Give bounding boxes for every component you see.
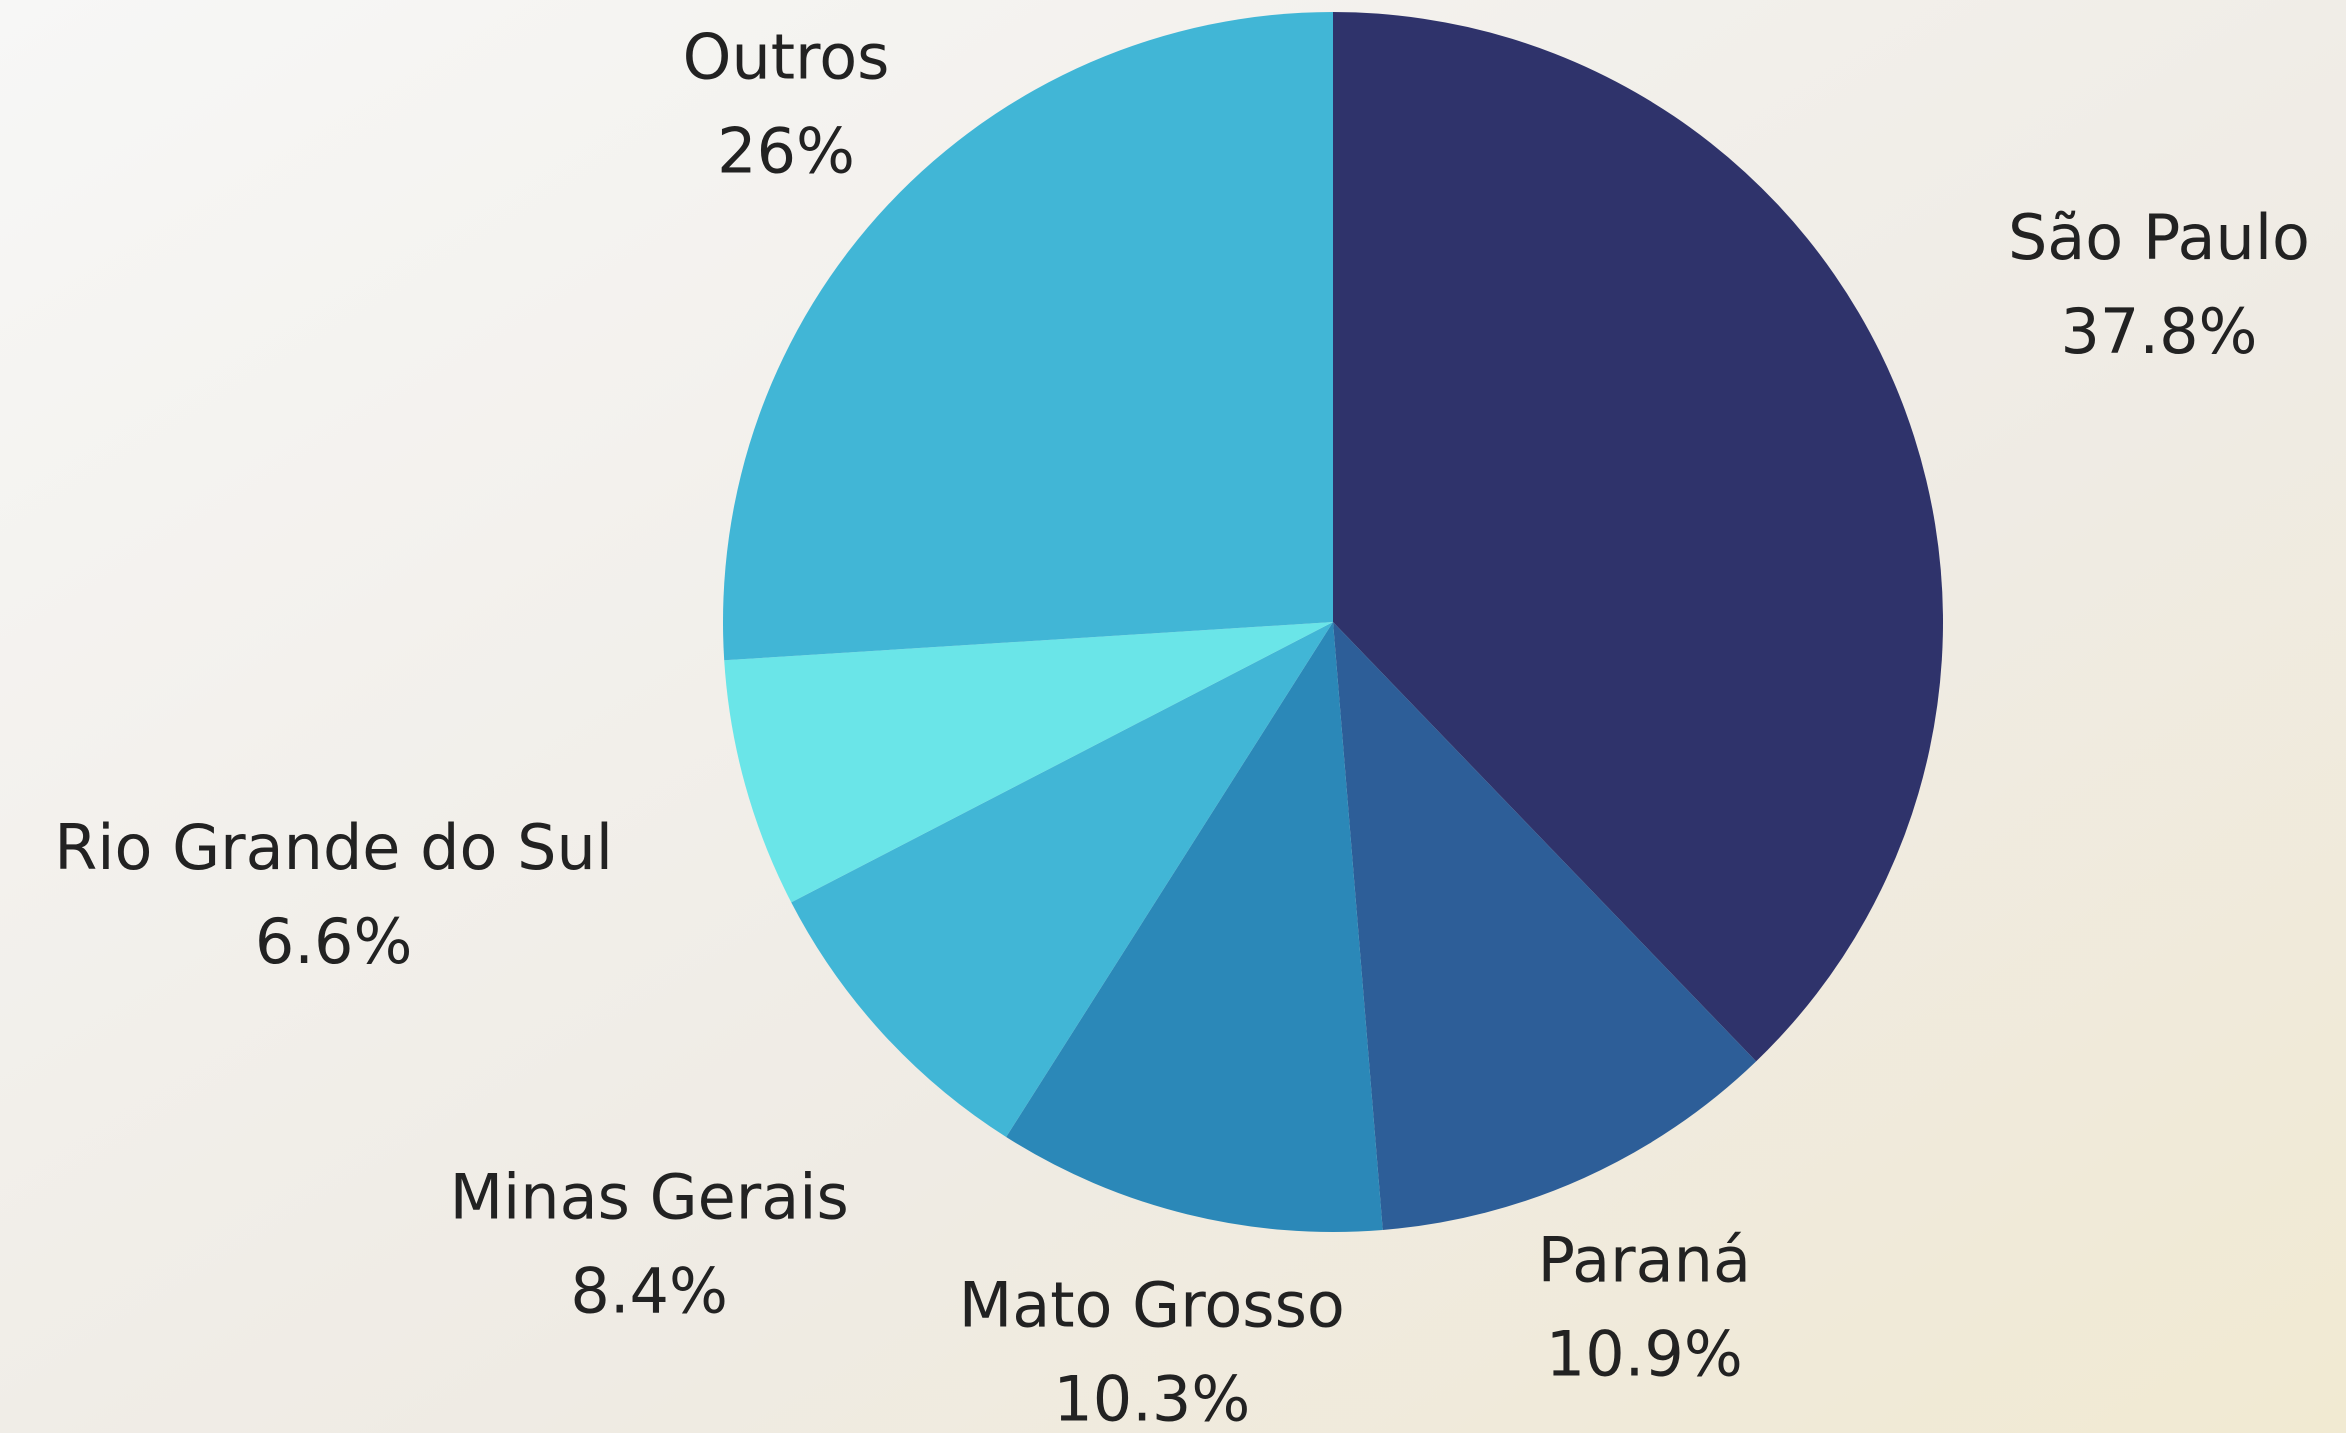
slice-label: Minas Gerais: [450, 1160, 849, 1233]
slice-label: Rio Grande do Sul: [54, 811, 613, 884]
slice-label: Paraná: [1538, 1223, 1751, 1296]
pie-slice: [1006, 622, 1383, 1232]
value-label: 26%: [717, 114, 855, 187]
pie-slice: [724, 622, 1333, 903]
slice-label: Mato Grosso: [959, 1268, 1345, 1341]
pie-slice: [722, 12, 1333, 661]
value-label: 8.4%: [570, 1254, 728, 1327]
pie-slice: [1333, 12, 1944, 1062]
value-label: 37.8%: [2060, 295, 2257, 368]
pie-slice: [791, 622, 1333, 1138]
slice-label: Outros: [683, 20, 890, 93]
value-label: 6.6%: [255, 905, 413, 978]
value-label: 10.3%: [1053, 1362, 1250, 1433]
pie-slice: [1333, 622, 1757, 1230]
value-label: 10.9%: [1546, 1317, 1743, 1390]
slice-label: São Paulo: [2008, 201, 2310, 274]
